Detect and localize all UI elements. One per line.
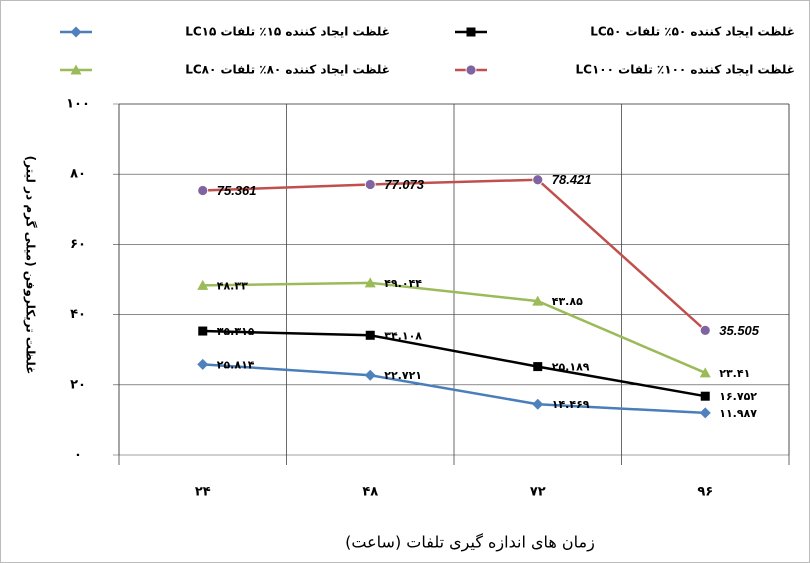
value-label: ۲۵.۱۸۹ (552, 361, 590, 374)
point-marker (532, 398, 544, 410)
legend-marker (70, 26, 82, 38)
y-tick-label: ۱۰۰ (66, 97, 90, 112)
y-tick-label: ۰ (74, 448, 82, 463)
legend-marker (465, 64, 477, 76)
series-line (202, 329, 706, 398)
legend-marker (70, 64, 82, 75)
point-marker (365, 330, 375, 340)
y-tick-label: ۸۰ (70, 167, 86, 182)
value-label: ۳۵.۳۱۵ (217, 325, 255, 338)
y-axis-label: غلظت تریکلروفن (میلی گرم در لیتر) (23, 156, 38, 375)
x-tick-label: ۷۲ (530, 485, 546, 500)
value-label: ۲۲.۷۲۱ (384, 369, 422, 382)
value-label: ۴۳.۸۵ (552, 295, 583, 308)
legend-label: غلظت ایجاد کننده ۱۰۰٪ تلفات LC۱۰۰ (576, 63, 795, 77)
point-marker (699, 324, 711, 336)
series-line (202, 178, 707, 332)
value-label: 77.073 (384, 177, 425, 192)
point-marker (700, 391, 710, 401)
series-line (202, 281, 706, 374)
value-label: ۲۵.۸۱۴ (217, 358, 255, 371)
series-line (202, 363, 706, 415)
point-marker (532, 174, 544, 186)
value-label: ۲۳.۴۱ (719, 367, 750, 380)
y-tick-label: ۴۰ (70, 307, 86, 322)
point-marker (197, 358, 209, 370)
value-label: ۱۶.۷۵۲ (719, 390, 757, 403)
x-tick-label: ۲۴ (195, 485, 211, 500)
value-label: ۱۴.۴۶۹ (552, 398, 590, 411)
legend-label: غلظت ایجاد کننده ۸۰٪ تلفات LC۸۰ (185, 63, 390, 77)
value-label: 78.421 (552, 172, 592, 187)
value-label: ۴۹.۰۴۴ (384, 277, 422, 290)
point-marker (197, 185, 209, 196)
x-tick-label: ۹۶ (697, 485, 713, 500)
value-label: ۳۴.۱۰۸ (384, 329, 422, 342)
point-marker (198, 326, 208, 336)
legend-label: غلظت ایجاد کننده ۵۰٪ تلفات LC۵۰ (590, 25, 795, 39)
value-label: 35.505 (719, 323, 760, 338)
value-label: ۱۱.۹۸۷ (719, 407, 757, 420)
point-marker (699, 407, 711, 419)
point-marker (364, 277, 376, 288)
x-axis-label: زمان های اندازه گیری تلفات (ساعت) (345, 533, 595, 553)
value-label: 75.361 (217, 183, 257, 198)
y-tick-label: ۶۰ (70, 237, 86, 252)
legend-label: غلظت ایجاد کننده ۱۵٪ تلفات LC۱۵ (185, 25, 390, 39)
point-marker (364, 179, 376, 190)
legend-marker (466, 27, 476, 37)
x-tick-label: ۴۸ (362, 485, 378, 500)
point-marker (699, 367, 711, 378)
point-marker (532, 295, 544, 306)
value-label: ۴۸.۳۳ (217, 279, 248, 292)
y-tick-label: ۲۰ (70, 377, 86, 392)
point-marker (197, 279, 209, 290)
point-marker (364, 369, 376, 381)
point-marker (533, 362, 543, 372)
